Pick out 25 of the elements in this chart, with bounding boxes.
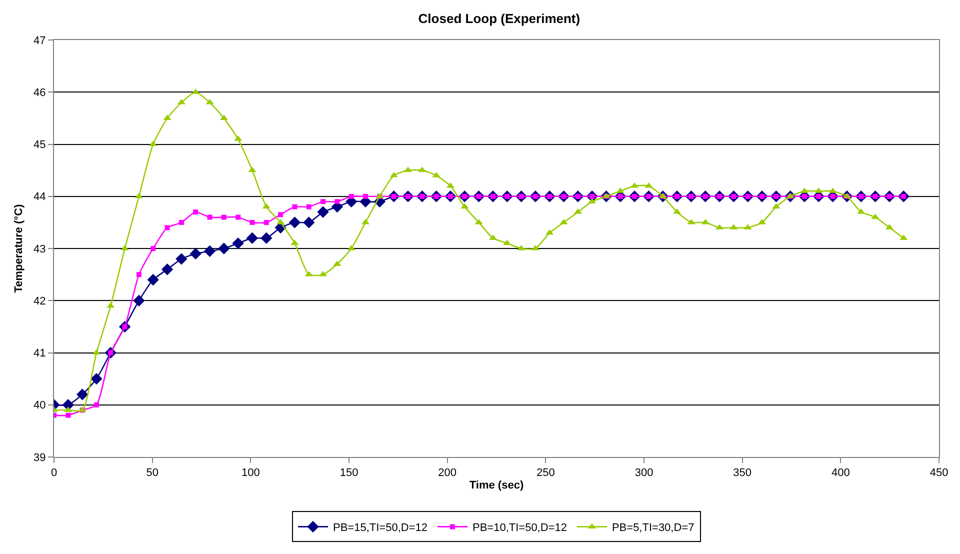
legend-label: PB=5,TI=30,D=7 [612, 522, 694, 534]
y-tick-label: 45 [34, 139, 46, 152]
y-axis-title: Temperature (°C) [13, 204, 26, 293]
y-tick-label: 44 [34, 191, 46, 204]
y-tick-label: 41 [34, 348, 46, 360]
chart-title: Closed Loop (Experiment) [418, 10, 580, 26]
x-tick-label: 300 [634, 467, 654, 480]
y-tick-label: 40 [34, 400, 46, 412]
x-tick-label: 400 [831, 467, 850, 480]
y-tick-label: 42 [34, 295, 46, 308]
x-tick-label: 350 [733, 467, 752, 480]
x-tick-label: 250 [536, 467, 555, 480]
x-tick-label: 150 [340, 467, 358, 480]
x-tick-label: 0 [50, 467, 58, 480]
y-tick-label: 46 [34, 86, 46, 99]
x-axis-title: Time (sec) [469, 479, 524, 492]
y-tick-label: 47 [34, 34, 46, 47]
legend-label: PB=10,TI=50,D=12 [472, 522, 567, 534]
legend-label: PB=15,TI=50,D=12 [333, 522, 428, 534]
x-tick-label: 450 [930, 467, 948, 480]
x-tick-label: 50 [146, 467, 158, 480]
x-tick-label: 200 [438, 467, 457, 480]
y-tick-label: 39 [34, 452, 46, 464]
y-tick-label: 43 [34, 243, 46, 256]
x-tick-label: 100 [241, 467, 260, 480]
